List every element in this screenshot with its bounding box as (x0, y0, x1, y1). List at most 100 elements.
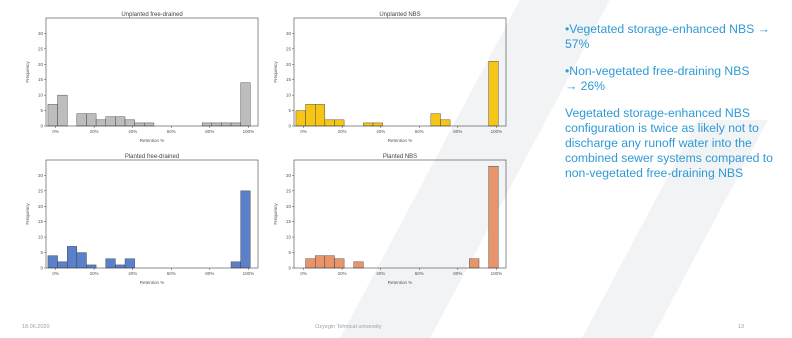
histogram-planted-nbs: Planted NBS 0 5 10 15 20 25 30 0% 20% 40% 60% 80% 100… (270, 152, 510, 288)
x-tick-label: 40% (128, 271, 137, 276)
y-tick-label: 25 (286, 188, 292, 193)
bullet-non-vegetated: •Non-vegetated free-draining NBS → 26% (565, 64, 787, 94)
histogram-bar (430, 113, 441, 127)
x-tick-label: 0% (300, 271, 307, 276)
x-tick-label: 100% (491, 129, 503, 134)
histogram-unplanted-nbs: Unplanted NBS 0 5 10 15 20 25 30 0% 20% 40% 60% 80% 1… (270, 10, 510, 146)
histogram-bar (488, 61, 499, 127)
x-tick-label: 20% (338, 129, 347, 134)
x-tick-label: 20% (338, 271, 347, 276)
y-tick-label: 10 (286, 235, 292, 240)
x-tick-label: 60% (415, 271, 424, 276)
chart-title: Unplanted free-drained (121, 12, 182, 18)
y-axis-label: Frequency (25, 61, 30, 83)
x-tick-label: 80% (453, 129, 462, 134)
histogram-bar (315, 104, 326, 127)
chart-svg: Unplanted NBS 0 5 10 15 20 25 30 0% 20% 40% 60% 80% 1… (273, 12, 507, 143)
y-tick-label: 5 (288, 250, 291, 255)
histogram-bar (86, 264, 97, 269)
x-tick-label: 60% (167, 271, 176, 276)
y-tick-label: 30 (286, 173, 292, 178)
y-axis-label: Frequency (273, 203, 278, 225)
x-tick-label: 40% (376, 129, 385, 134)
histogram-bar (144, 122, 155, 127)
histogram-bar (324, 255, 335, 269)
histogram-bar (115, 116, 126, 127)
histogram-bar (315, 255, 326, 269)
y-tick-label: 20 (286, 62, 292, 67)
chart-title: Unplanted NBS (379, 12, 420, 18)
x-tick-label: 20% (90, 271, 99, 276)
histogram-bar (230, 122, 241, 127)
y-tick-label: 5 (40, 250, 43, 255)
histogram-bar (76, 252, 87, 269)
plot-frame (45, 159, 259, 269)
y-tick-label: 30 (38, 173, 44, 178)
histogram-bar (230, 261, 241, 269)
histogram-bar (76, 113, 87, 127)
histogram-bar (86, 113, 97, 127)
chart-svg: Unplanted free-drained 0 5 10 15 20 25 30 0% 20% 4… (25, 12, 259, 143)
histogram-bar (469, 258, 480, 269)
x-tick-label: 0% (52, 271, 59, 276)
summary-paragraph: Vegetated storage-enhanced NBS configura… (565, 106, 773, 180)
bullet-non-vegetated-line2: → 26% (565, 79, 605, 93)
histogram-bar (57, 94, 68, 127)
y-tick-label: 10 (286, 93, 292, 98)
plot-frame (45, 17, 259, 127)
y-tick-label: 25 (286, 46, 292, 51)
histogram-bar (211, 122, 222, 127)
chart-title: Planted free-drained (125, 154, 179, 160)
plot-frame (293, 159, 507, 269)
x-axis-label: Retention % (140, 280, 165, 285)
histogram-bar (47, 255, 58, 269)
histogram-bar (240, 82, 251, 127)
histogram-bar (115, 264, 126, 269)
y-tick-label: 10 (38, 235, 44, 240)
y-tick-label: 10 (38, 93, 44, 98)
y-tick-label: 30 (286, 31, 292, 36)
y-axis-label: Frequency (273, 61, 278, 83)
x-tick-label: 80% (205, 271, 214, 276)
text-panel: •Vegetated storage-enhanced NBS → 57% •N… (565, 22, 787, 193)
x-tick-label: 60% (415, 129, 424, 134)
x-axis-label: Retention % (388, 280, 413, 285)
y-tick-label: 0 (40, 124, 43, 129)
y-tick-label: 30 (38, 31, 44, 36)
y-tick-label: 5 (288, 108, 291, 113)
x-axis-label: Retention % (388, 138, 413, 143)
histogram-bar (440, 119, 451, 127)
histogram-bar (334, 119, 345, 127)
y-tick-label: 20 (38, 62, 44, 67)
histogram-bar (240, 190, 251, 269)
footer-page-number: 13 (738, 324, 745, 330)
x-tick-label: 40% (376, 271, 385, 276)
x-tick-label: 100% (243, 129, 255, 134)
histogram-bar (221, 122, 232, 127)
x-tick-label: 20% (90, 129, 99, 134)
x-tick-label: 100% (491, 271, 503, 276)
x-axis-label: Retention % (140, 138, 165, 143)
x-tick-label: 80% (453, 271, 462, 276)
histogram-bar (67, 246, 78, 269)
plot-frame (293, 17, 507, 127)
x-tick-label: 40% (128, 129, 137, 134)
x-tick-label: 0% (52, 129, 59, 134)
x-tick-label: 80% (205, 129, 214, 134)
histogram-bar (324, 119, 335, 127)
y-tick-label: 0 (288, 266, 291, 271)
y-tick-label: 20 (286, 204, 292, 209)
histogram-bar (95, 119, 106, 127)
y-tick-label: 20 (38, 204, 44, 209)
histogram-bar (488, 165, 499, 269)
histogram-bar (134, 122, 145, 127)
footer-date: 18.06.2020 (22, 324, 50, 330)
histogram-bar (372, 122, 383, 127)
x-tick-label: 0% (300, 129, 307, 134)
histogram-bar (124, 119, 135, 127)
bullet-vegetated: •Vegetated storage-enhanced NBS → 57% (565, 22, 770, 51)
chart-svg: Planted free-drained 0 5 10 15 20 25 30 0% 20% 40%… (25, 154, 259, 285)
y-tick-label: 15 (286, 219, 292, 224)
histogram-planted-free-drained: Planted free-drained 0 5 10 15 20 25 30 0% 20% 40%… (22, 152, 262, 288)
y-tick-label: 15 (38, 77, 44, 82)
